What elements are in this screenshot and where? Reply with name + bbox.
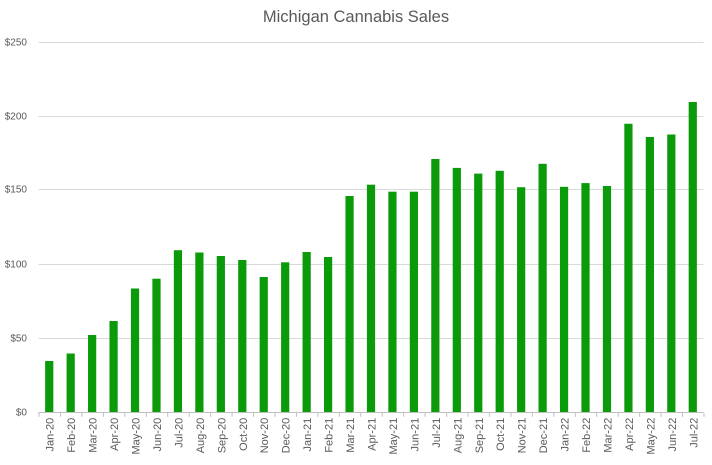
svg-text:Mar-22: Mar-22 [602,418,614,453]
svg-text:Mar-20: Mar-20 [88,418,100,453]
svg-text:$150: $150 [5,185,28,196]
svg-text:Apr-21: Apr-21 [367,418,379,451]
svg-text:May-20: May-20 [131,418,143,455]
svg-text:Jun-21: Jun-21 [409,418,421,452]
svg-text:Jul-22: Jul-22 [688,418,700,448]
svg-text:Jan-21: Jan-21 [302,418,314,452]
svg-text:Jul-21: Jul-21 [431,418,443,448]
svg-text:$100: $100 [5,260,28,271]
svg-text:Aug-20: Aug-20 [195,418,207,453]
svg-text:Jun-22: Jun-22 [667,418,679,452]
svg-text:May-21: May-21 [388,418,400,455]
svg-text:Jul-20: Jul-20 [173,418,185,448]
svg-text:Jun-20: Jun-20 [152,418,164,452]
svg-text:$50: $50 [10,334,27,345]
svg-text:Nov-20: Nov-20 [259,418,271,453]
svg-text:$0: $0 [16,407,28,418]
svg-text:Mar-21: Mar-21 [345,418,357,453]
svg-text:Oct-20: Oct-20 [238,418,250,451]
svg-text:Aug-21: Aug-21 [452,418,464,453]
svg-text:Apr-20: Apr-20 [109,418,121,451]
svg-text:Sep-20: Sep-20 [216,418,228,453]
svg-text:Sep-21: Sep-21 [474,418,486,453]
svg-text:$200: $200 [5,112,28,123]
svg-text:Nov-21: Nov-21 [517,418,529,453]
svg-text:Apr-22: Apr-22 [624,418,636,451]
svg-text:Dec-21: Dec-21 [538,418,550,453]
svg-text:Oct-21: Oct-21 [495,418,507,451]
svg-text:Feb-22: Feb-22 [581,418,593,453]
svg-text:May-22: May-22 [645,418,657,455]
svg-text:Dec-20: Dec-20 [281,418,293,453]
svg-text:Michigan Cannabis Sales: Michigan Cannabis Sales [263,8,449,26]
svg-text:Jan-22: Jan-22 [560,418,572,452]
svg-text:Jan-20: Jan-20 [45,418,57,452]
svg-text:$250: $250 [5,38,28,49]
svg-text:Feb-21: Feb-21 [324,418,336,453]
svg-text:Feb-20: Feb-20 [66,418,78,453]
